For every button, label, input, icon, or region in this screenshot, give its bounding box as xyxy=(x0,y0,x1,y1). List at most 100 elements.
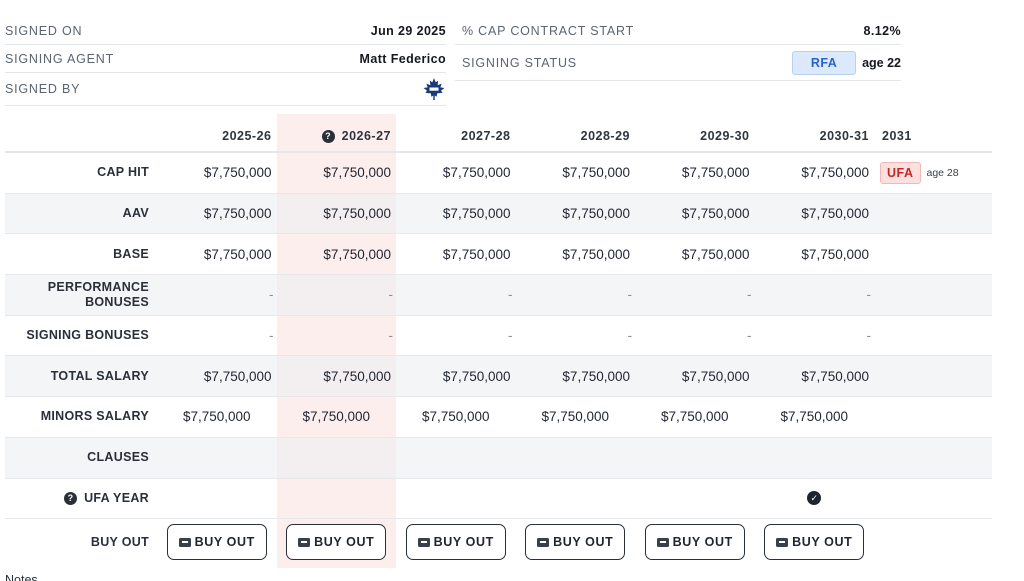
maple-leaf-logo[interactable] xyxy=(422,77,446,101)
row-label: MINORS SALARY xyxy=(40,409,149,424)
table-cell: $7,750,000 xyxy=(323,206,391,222)
row-label: PERFORMANCE BONUSES xyxy=(47,279,149,309)
season-header: 2029-30 xyxy=(700,129,750,143)
buy-out-button[interactable]: BUY OUT xyxy=(525,524,626,561)
signing-status-panel: % CAP CONTRACT START 8.12% SIGNING STATU… xyxy=(455,17,901,81)
table-cell xyxy=(516,479,636,519)
signing-status-label: SIGNING STATUS xyxy=(462,55,577,70)
table-cell: $7,750,000 xyxy=(442,206,511,222)
buy-out-button[interactable]: BUY OUT xyxy=(764,524,865,561)
cap-start-value: 8.12% xyxy=(863,23,901,38)
table-cell: - xyxy=(269,287,274,303)
contract-table: 2025-26 ? 2026-27 2027-28 2028-29 2029-3… xyxy=(5,121,992,565)
card-icon xyxy=(656,537,669,547)
table-cell: $7,750,000 xyxy=(681,206,750,222)
table-cell: - xyxy=(627,328,633,344)
signing-agent-value[interactable]: Matt Federico xyxy=(359,51,446,66)
table-cell: $7,750,000 xyxy=(203,206,272,222)
table-cell: $7,750,000 xyxy=(323,165,391,181)
buy-out-button[interactable]: BUY OUT xyxy=(644,524,745,561)
table-cell xyxy=(396,438,516,478)
buy-out-button[interactable]: BUY OUT xyxy=(405,524,506,561)
table-cell: $7,750,000 xyxy=(323,246,391,262)
table-cell: - xyxy=(747,287,752,303)
table-cell: - xyxy=(508,287,513,303)
signing-bonuses-row: SIGNING BONUSES - - - - - - xyxy=(5,316,992,357)
buy-out-button[interactable]: BUY OUT xyxy=(166,524,267,561)
table-cell: $7,750,000 xyxy=(801,368,869,384)
ufa-badge: UFA xyxy=(880,161,921,184)
season-header-label: 2026-27 xyxy=(341,129,391,143)
table-cell xyxy=(277,479,397,519)
card-icon xyxy=(298,537,311,547)
season-header: 2031 xyxy=(882,129,912,143)
season-header: 2030-31 xyxy=(819,129,869,143)
buy-out-button[interactable]: BUY OUT xyxy=(286,524,387,561)
help-icon[interactable]: ? xyxy=(321,129,335,143)
card-icon xyxy=(537,537,550,547)
table-cell: $7,750,000 xyxy=(442,368,511,384)
buy-out-row: BUY OUT BUY OUT BUY OUT BUY OUT BUY OUT … xyxy=(5,519,992,565)
table-cell xyxy=(157,479,277,519)
minors-salary-row: MINORS SALARY $7,750,000 $7,750,000 $7,7… xyxy=(5,397,992,438)
table-cell xyxy=(516,438,636,478)
total-salary-row: TOTAL SALARY $7,750,000 $7,750,000 $7,75… xyxy=(5,356,992,398)
table-cell: $7,750,000 xyxy=(442,246,511,262)
season-header: 2028-29 xyxy=(580,129,630,143)
notes-label: Notes xyxy=(5,573,38,581)
performance-bonuses-row: PERFORMANCE BONUSES - - - - - - xyxy=(5,275,992,316)
table-cell: $7,750,000 xyxy=(562,368,630,384)
table-cell xyxy=(396,479,516,519)
row-label: BUY OUT xyxy=(90,534,149,549)
table-cell: $7,750,000 xyxy=(660,409,729,425)
table-cell xyxy=(755,438,875,478)
row-label: CAP HIT xyxy=(97,165,149,180)
table-cell: $7,750,000 xyxy=(442,165,511,181)
table-cell: $7,750,000 xyxy=(562,165,630,181)
cap-start-label: % CAP CONTRACT START xyxy=(462,23,635,38)
signing-details: SIGNED ON Jun 29 2025 SIGNING AGENT Matt… xyxy=(5,17,446,106)
cap-hit-row: CAP HIT $7,750,000 $7,750,000 $7,750,000… xyxy=(5,153,992,194)
row-label: AAV xyxy=(122,206,149,221)
card-icon xyxy=(417,537,430,547)
signed-on-label: SIGNED ON xyxy=(5,23,83,38)
table-cell: - xyxy=(866,287,872,303)
table-cell: $7,750,000 xyxy=(801,246,869,262)
signing-agent-label: SIGNING AGENT xyxy=(5,51,115,66)
clauses-row: CLAUSES xyxy=(5,437,992,479)
table-cell xyxy=(635,479,755,519)
aav-row: AAV $7,750,000 $7,750,000 $7,750,000 $7,… xyxy=(5,193,992,235)
table-cell: $7,750,000 xyxy=(681,246,750,262)
table-cell: $7,750,000 xyxy=(780,409,849,425)
help-icon[interactable]: ? xyxy=(64,491,78,505)
table-cell: ✓ xyxy=(755,479,875,519)
table-cell: $7,750,000 xyxy=(323,368,391,384)
table-cell: $7,750,000 xyxy=(801,206,869,222)
check-circle-icon: ✓ xyxy=(807,491,822,506)
signing-agent-row: SIGNING AGENT Matt Federico xyxy=(5,45,446,73)
table-cell: $7,750,000 xyxy=(203,165,272,181)
ufa-year-row: ? UFA YEAR ✓ xyxy=(5,479,992,520)
table-cell: $7,750,000 xyxy=(681,165,750,181)
table-cell: - xyxy=(508,328,513,344)
row-label: TOTAL SALARY xyxy=(50,368,149,383)
rfa-badge: RFA xyxy=(792,50,857,75)
table-cell: $7,750,000 xyxy=(203,246,272,262)
base-row: BASE $7,750,000 $7,750,000 $7,750,000 $7… xyxy=(5,234,992,276)
season-header: 2027-28 xyxy=(461,129,511,143)
table-cell: $7,750,000 xyxy=(801,165,869,181)
table-cell: $7,750,000 xyxy=(541,409,610,425)
signing-status-row: SIGNING STATUS RFA age 22 xyxy=(455,45,901,81)
row-label: BASE xyxy=(113,246,149,261)
table-cell: - xyxy=(747,328,752,344)
table-cell: - xyxy=(269,328,274,344)
table-cell: $7,750,000 xyxy=(203,368,272,384)
table-cell: - xyxy=(388,287,394,303)
table-header: 2025-26 ? 2026-27 2027-28 2028-29 2029-3… xyxy=(5,121,992,153)
row-label: CLAUSES xyxy=(87,450,149,465)
table-cell: $7,750,000 xyxy=(421,409,490,425)
season-header: ? 2026-27 xyxy=(277,121,397,151)
table-cell: $7,750,000 xyxy=(562,206,630,222)
status-age: age 22 xyxy=(862,55,901,70)
row-label: SIGNING BONUSES xyxy=(26,328,149,343)
